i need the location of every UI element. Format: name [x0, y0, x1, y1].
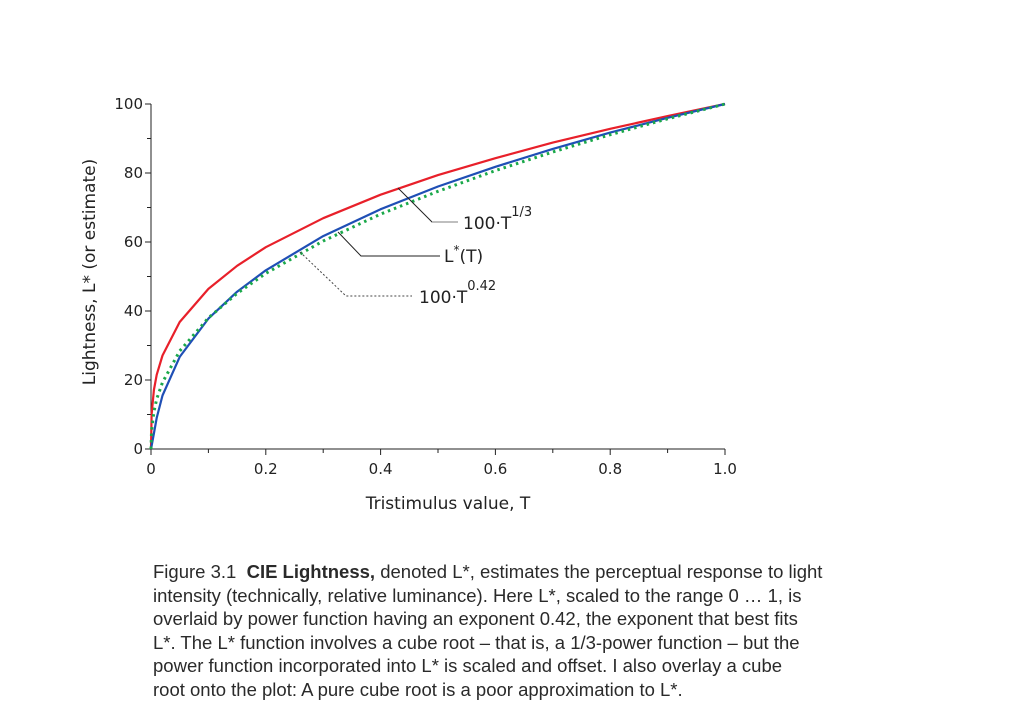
x-tick-label: 0.4 [369, 460, 393, 478]
series-line-0 [149, 102, 726, 450]
y-tick-label: 0 [133, 440, 143, 458]
annotations: 100·T1/3 L*(T) 100·T0.42 [299, 187, 532, 308]
x-axis-label: Tristimulus value, T [365, 494, 531, 514]
y-tick-label: 20 [124, 371, 143, 389]
label-lstar: L*(T) [444, 243, 483, 267]
y-axis-label: Lightness, L* (or estimate) [80, 159, 100, 385]
axes: 0 0.2 0.4 0.6 0.8 1.0 0 20 40 60 80 100 [114, 95, 737, 478]
leader-pow [299, 251, 412, 297]
caption-term: CIE Lightness, [246, 561, 376, 582]
caption-line: overlaid by power function having an exp… [153, 608, 798, 630]
series-line-1 [149, 102, 726, 450]
label-cube: 100·T1/3 [463, 205, 532, 234]
series-group [149, 102, 726, 450]
x-tick-label: 0.6 [483, 460, 507, 478]
caption-line: power function incorporated into L* is s… [153, 655, 783, 677]
caption-line: intensity (technically, relative luminan… [153, 584, 802, 606]
lightness-chart: 0 0.2 0.4 0.6 0.8 1.0 0 20 40 60 80 100 100·T1/3 L*… [80, 95, 737, 514]
figure-number: Figure 3.1 [153, 561, 237, 582]
x-tick-label: 0.2 [254, 460, 278, 478]
caption-text: denoted L*, estimates the perceptual res… [375, 561, 823, 582]
caption-line: root onto the plot: A pure cube root is … [153, 678, 683, 700]
y-tick-label: 40 [124, 302, 143, 320]
caption-line: L*. The L* function involves a cube root… [153, 631, 800, 653]
series-line-2 [149, 102, 726, 450]
x-tick-label: 0.8 [598, 460, 622, 478]
leader-lstar [337, 231, 440, 257]
y-tick-label: 100 [114, 95, 143, 113]
figure-caption: Figure 3.1 CIE Lightness, denoted L*, es… [153, 560, 913, 702]
y-tick-label: 60 [124, 233, 143, 251]
x-tick-label: 1.0 [713, 460, 737, 478]
caption-line: Figure 3.1 CIE Lightness, denoted L*, es… [153, 560, 913, 584]
label-pow: 100·T0.42 [419, 279, 496, 308]
x-tick-label: 0 [146, 460, 156, 478]
y-tick-label: 80 [124, 164, 143, 182]
